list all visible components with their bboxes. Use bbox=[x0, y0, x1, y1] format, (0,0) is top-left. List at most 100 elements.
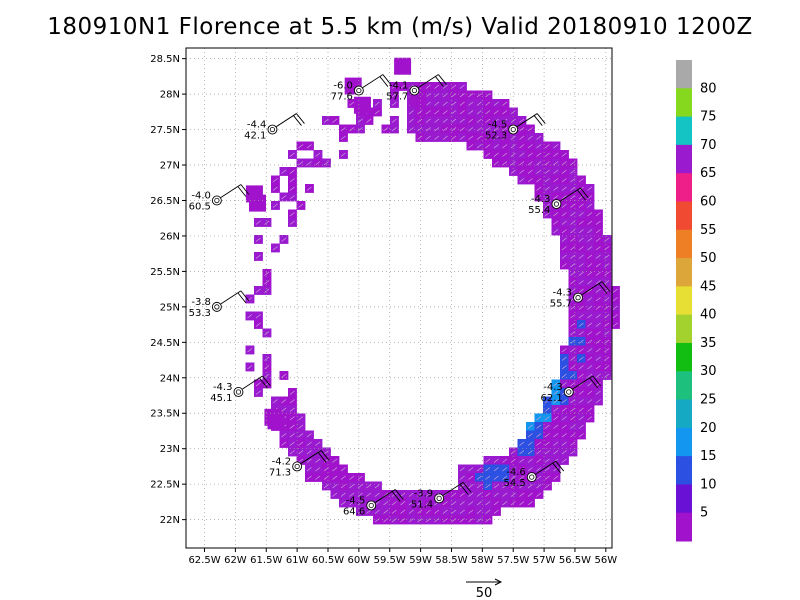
station-dot bbox=[529, 474, 535, 480]
station-dot bbox=[294, 463, 300, 470]
wind-vector bbox=[561, 416, 567, 421]
wind-vector bbox=[315, 475, 321, 480]
wind-vector bbox=[527, 450, 533, 455]
wind-barb-flag bbox=[438, 74, 447, 85]
x-tick-label: 60.5W bbox=[312, 555, 344, 566]
wind-vector bbox=[451, 101, 457, 106]
wind-vector bbox=[493, 127, 499, 132]
wind-vector bbox=[451, 492, 457, 497]
wind-vector bbox=[425, 110, 431, 115]
wind-vector bbox=[553, 475, 559, 480]
wind-vector bbox=[434, 518, 440, 523]
station-speed: 51.4 bbox=[411, 499, 433, 510]
wind-vector bbox=[561, 382, 567, 387]
station-temperature: -4.3 bbox=[543, 382, 563, 393]
wind-vector bbox=[383, 501, 389, 506]
wind-vector bbox=[493, 152, 499, 157]
wind-vector bbox=[553, 382, 559, 387]
x-axis-ticks: 62.5W 62W 61.5W 61W 60.5W 60W 59.5W 59W 58.5W 58W… bbox=[188, 548, 617, 566]
wind-vector bbox=[493, 101, 499, 106]
wind-vector bbox=[315, 441, 321, 446]
wind-vector bbox=[476, 518, 482, 523]
wind-vector bbox=[587, 356, 593, 361]
wind-vector bbox=[595, 331, 601, 336]
wind-barb-flag bbox=[462, 482, 472, 493]
wind-vector bbox=[519, 169, 525, 174]
wind-vector bbox=[570, 246, 576, 251]
wind-vector bbox=[289, 450, 295, 455]
wind-vector bbox=[485, 135, 491, 140]
wind-vector bbox=[264, 220, 270, 225]
wind-vector bbox=[391, 518, 397, 523]
colorbar-swatch bbox=[676, 201, 692, 231]
wind-vector bbox=[255, 288, 261, 293]
wind-vector bbox=[570, 399, 576, 404]
wind-vector bbox=[604, 322, 610, 327]
x-tick-label: 56.5W bbox=[559, 555, 591, 566]
wind-vector bbox=[527, 441, 533, 446]
wind-vector bbox=[493, 492, 499, 497]
wind-vector bbox=[536, 484, 542, 489]
wind-vector bbox=[553, 220, 559, 225]
wind-vector bbox=[264, 356, 270, 361]
wind-vector bbox=[306, 450, 312, 455]
wind-vector bbox=[332, 484, 338, 489]
wind-vector bbox=[476, 509, 482, 514]
wind-vector bbox=[417, 518, 423, 523]
wind-vector bbox=[553, 424, 559, 429]
wind-vector bbox=[374, 518, 380, 523]
wind-vector bbox=[289, 169, 295, 174]
wind-vector bbox=[459, 475, 465, 480]
wind-vector bbox=[527, 492, 533, 497]
station-circle bbox=[353, 85, 364, 96]
wind-vector bbox=[578, 416, 584, 421]
wind-vector bbox=[502, 161, 508, 166]
colorbar-swatch bbox=[676, 314, 692, 344]
station-speed: 64.6 bbox=[343, 506, 365, 517]
y-tick-label: 23N bbox=[160, 444, 180, 455]
wind-vector bbox=[587, 203, 593, 208]
wind-vector bbox=[570, 186, 576, 191]
wind-vector bbox=[519, 161, 525, 166]
wind-vector bbox=[519, 458, 525, 463]
colorbar-label: 50 bbox=[700, 251, 717, 266]
wind-vector bbox=[272, 178, 278, 183]
wind-barb-flag bbox=[262, 375, 271, 387]
colorbar-label: 35 bbox=[700, 336, 717, 351]
wind-barb-flag bbox=[536, 113, 546, 124]
wind-vector bbox=[476, 110, 482, 115]
wind-vector bbox=[400, 509, 406, 514]
station-temperature: -4.3 bbox=[553, 288, 573, 299]
wind-vector bbox=[323, 450, 329, 455]
wind-vector bbox=[553, 152, 559, 157]
wind-vector bbox=[442, 135, 448, 140]
x-tick-label: 62W bbox=[224, 555, 247, 566]
wind-vector bbox=[366, 492, 372, 497]
wind-vector bbox=[442, 518, 448, 523]
wind-vector bbox=[510, 467, 516, 472]
wind-vector bbox=[536, 416, 542, 421]
wind-vector bbox=[561, 212, 567, 217]
colorbar-swatch bbox=[676, 456, 692, 485]
wind-vector bbox=[553, 212, 559, 217]
wind-vector bbox=[604, 297, 610, 302]
wind-vector bbox=[459, 509, 465, 514]
wind-vector bbox=[425, 518, 431, 523]
wind-barb-flag bbox=[320, 450, 330, 461]
wind-vector bbox=[408, 509, 414, 514]
wind-vector bbox=[272, 246, 278, 251]
wind-vector bbox=[587, 331, 593, 336]
wind-vector bbox=[587, 339, 593, 344]
wind-vector bbox=[587, 220, 593, 225]
colorbar-label: 65 bbox=[700, 166, 717, 181]
wind-vector bbox=[247, 348, 253, 353]
wind-vector bbox=[468, 484, 474, 489]
wind-vector bbox=[400, 84, 406, 89]
wind-vector bbox=[536, 492, 542, 497]
wind-vector bbox=[570, 203, 576, 208]
station-circle bbox=[551, 199, 562, 209]
wind-vector bbox=[493, 467, 499, 472]
wind-vector bbox=[595, 339, 601, 344]
wind-vector bbox=[561, 246, 567, 251]
wind-barb-flag bbox=[577, 189, 586, 201]
